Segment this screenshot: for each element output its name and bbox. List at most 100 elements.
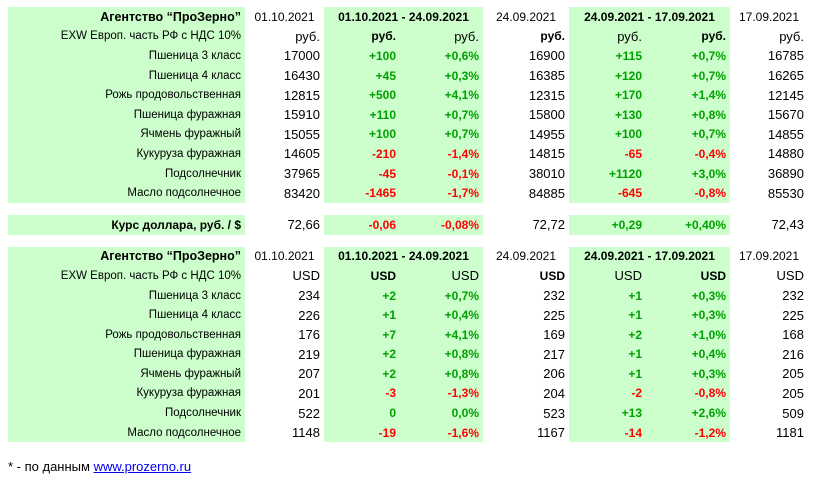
rub-table-row: Пшеница фуражная 15910 +110 +0,7% 15800 +130 +… xyxy=(8,104,808,125)
change-abs-week1: +2 xyxy=(324,285,400,306)
commodity-name: Пшеница 3 класс xyxy=(8,46,245,66)
commodity-name: Ячмень фуражный xyxy=(8,124,245,145)
change-pct-week2: +2,6% xyxy=(646,403,730,423)
spacer xyxy=(8,203,808,215)
change-pct-week2: +0,8% xyxy=(646,104,730,125)
change-pct-week2: +0,4% xyxy=(646,344,730,365)
change-abs-week2: -2 xyxy=(569,383,646,404)
unit-label: USD xyxy=(324,266,400,286)
change-pct-week1: -1,4% xyxy=(400,144,483,164)
change-pct-week2: -0,4% xyxy=(646,144,730,164)
price-two-weeks: 205 xyxy=(782,385,804,401)
rate-change-abs-week2: +0,29 xyxy=(569,214,646,235)
spacer-row xyxy=(8,203,808,215)
price-current: 219 xyxy=(298,346,320,362)
price-prev-week: 523 xyxy=(543,405,565,421)
change-pct-week2: +0,3% xyxy=(646,364,730,384)
change-pct-week2: -0,8% xyxy=(646,183,730,203)
change-abs-week2: -645 xyxy=(569,183,646,203)
change-abs-week2: +115 xyxy=(569,46,646,66)
usd-table-row: Пшеница 4 класс 226 +1 +0,4% 225 +1 +0,3% 225 xyxy=(8,305,808,325)
change-pct-week1: -0,1% xyxy=(400,163,483,184)
commodity-name: Пшеница 4 класс xyxy=(8,305,245,325)
unit-label: USD xyxy=(569,266,646,286)
price-current: 12815 xyxy=(283,87,320,103)
change-pct-week2: +0,7% xyxy=(646,46,730,66)
commodity-name: Масло подсолнечное xyxy=(8,422,245,443)
price-current: 226 xyxy=(298,307,320,323)
unit-label: USD xyxy=(400,266,483,286)
price-two-weeks: 232 xyxy=(782,288,804,304)
price-prev-week: 206 xyxy=(543,366,565,382)
spacer xyxy=(8,235,808,247)
rate-change-pct-week1: -0,08% xyxy=(400,214,483,235)
change-abs-week1: -45 xyxy=(324,163,400,184)
unit-label: USD xyxy=(646,266,730,286)
change-pct-week1: +0,7% xyxy=(400,104,483,125)
commodity-name: Рожь продовольственная xyxy=(8,324,245,345)
price-current: 37965 xyxy=(283,166,320,182)
rub-table-row: Подсолнечник 37965 -45 -0,1% 38010 +1120 +3,0%… xyxy=(8,163,808,184)
commodity-name: Пшеница 4 класс xyxy=(8,65,245,86)
change-abs-week2: +1 xyxy=(569,305,646,325)
price-prev-week: 1167 xyxy=(537,425,565,441)
price-prev-week: 16385 xyxy=(528,68,565,84)
price-two-weeks: 85530 xyxy=(767,185,804,201)
price-two-weeks: 36890 xyxy=(767,166,804,182)
rub-table-row: Пшеница 4 класс 16430 +45 +0,3% 16385 +120 +0,… xyxy=(8,65,808,86)
usd-table-row: Подсолнечник 522 0 0,0% 523 +13 +2,6% 509 xyxy=(8,403,808,423)
rate-change-abs-week1: -0,06 xyxy=(324,214,400,235)
change-pct-week1: 0,0% xyxy=(400,403,483,423)
commodity-name: Кукуруза фуражная xyxy=(8,144,245,164)
price-two-weeks: 509 xyxy=(782,405,804,421)
change-abs-week2: -14 xyxy=(569,422,646,443)
change-pct-week1: +4,1% xyxy=(400,324,483,345)
unit-label: USD xyxy=(292,268,320,284)
price-current: 201 xyxy=(298,385,320,401)
change-abs-week2: +120 xyxy=(569,65,646,86)
price-two-weeks: 16265 xyxy=(767,68,804,84)
change-abs-week1: +2 xyxy=(324,344,400,365)
basis-label: EXW Европ. часть РФ с НДС 10% xyxy=(8,266,245,286)
change-abs-week2: +13 xyxy=(569,403,646,423)
price-prev-week: 38010 xyxy=(528,166,565,182)
price-prev-week: 16900 xyxy=(528,48,565,64)
change-abs-week2: +2 xyxy=(569,324,646,345)
unit-label: USD xyxy=(539,268,565,283)
change-abs-week2: +100 xyxy=(569,124,646,145)
change-pct-week2: +1,0% xyxy=(646,324,730,345)
change-pct-week2: +3,0% xyxy=(646,163,730,184)
change-abs-week1: -19 xyxy=(324,422,400,443)
change-abs-week1: +1 xyxy=(324,305,400,325)
price-prev-week: 12315 xyxy=(528,87,565,103)
change-pct-week1: -1,3% xyxy=(400,383,483,404)
footnote: * - по данным www.prozerno.ru xyxy=(8,459,191,474)
price-two-weeks: 12145 xyxy=(767,87,804,103)
usd-table-row: Пшеница фуражная 219 +2 +0,8% 217 +1 +0,4% 216 xyxy=(8,344,808,365)
rate-current: 72,66 xyxy=(287,217,320,233)
usd-table-row: Масло подсолнечное 1148 -19 -1,6% 1167 -14 -1,… xyxy=(8,422,808,443)
rub-table-row: Ячмень фуражный 15055 +100 +0,7% 14955 +100 +0… xyxy=(8,124,808,145)
change-abs-week1: +45 xyxy=(324,65,400,86)
price-prev-week: 217 xyxy=(543,346,565,362)
price-table: Агентство “ПроЗерно” 01.10.2021 01.10.2021… xyxy=(8,7,808,443)
price-prev-week: 15800 xyxy=(528,107,565,123)
commodity-name: Рожь продовольственная xyxy=(8,85,245,105)
price-current: 234 xyxy=(298,288,320,304)
change-pct-week1: -1,7% xyxy=(400,183,483,203)
change-pct-week2: -1,2% xyxy=(646,422,730,443)
unit-label: руб. xyxy=(295,28,320,44)
change-pct-week2: -0,8% xyxy=(646,383,730,404)
change-pct-week1: +0,4% xyxy=(400,305,483,325)
change-abs-week1: +7 xyxy=(324,324,400,345)
usd-header-row: Агентство “ПроЗерно” 01.10.2021 01.10.2021… xyxy=(8,246,808,267)
change-abs-week2: -65 xyxy=(569,144,646,164)
source-link[interactable]: www.prozerno.ru xyxy=(93,459,192,474)
price-two-weeks: 1181 xyxy=(776,425,804,441)
agency-title: Агентство “ПроЗерно” xyxy=(8,7,245,27)
price-prev-week: 169 xyxy=(543,327,565,343)
price-current: 17000 xyxy=(283,48,320,64)
period-week2: 24.09.2021 - 17.09.2021 xyxy=(569,7,730,27)
change-abs-week1: -210 xyxy=(324,144,400,164)
change-pct-week2: +1,4% xyxy=(646,85,730,105)
